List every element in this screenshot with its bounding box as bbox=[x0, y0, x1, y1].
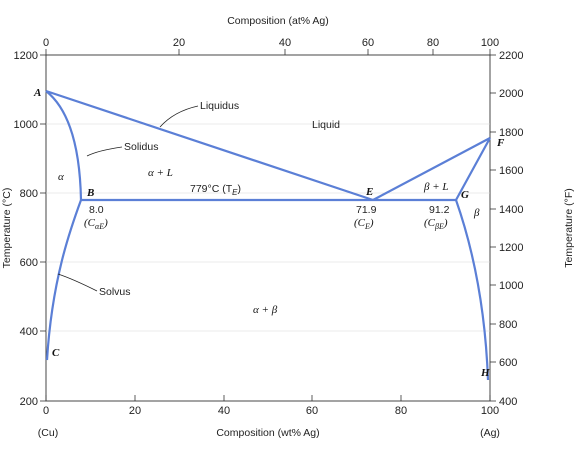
left-tick-200: 200 bbox=[20, 396, 38, 408]
beta-region-label: β bbox=[473, 207, 480, 219]
left-axis: 200 400 600 800 1000 1200 Temperature (°… bbox=[1, 50, 46, 408]
right-axis-title: Temperature (°F) bbox=[563, 188, 575, 267]
bottom-axis-title: Composition (wt% Ag) bbox=[216, 427, 319, 439]
top-tick-100: 100 bbox=[481, 37, 499, 49]
cu-label: (Cu) bbox=[38, 427, 58, 439]
solidus-line-cu-side bbox=[45, 90, 83, 201]
left-axis-title: Temperature (°C) bbox=[1, 188, 13, 269]
liquid-region-label: Liquid bbox=[312, 119, 340, 131]
liquidus-label: Liquidus bbox=[200, 100, 239, 112]
top-tick-60: 60 bbox=[362, 37, 374, 49]
gridlines bbox=[46, 123, 490, 332]
liquidus-line-cu-side bbox=[45, 89, 374, 202]
top-tick-80: 80 bbox=[427, 37, 439, 49]
bottom-tick-60: 60 bbox=[306, 405, 318, 417]
solidus-label: Solidus bbox=[124, 141, 158, 153]
phase-boundaries bbox=[45, 89, 491, 381]
right-tick-1600: 1600 bbox=[499, 165, 523, 177]
eutectic-temperature-label: 779°C (TE) bbox=[190, 183, 241, 197]
top-tick-40: 40 bbox=[279, 37, 291, 49]
alpha-beta-region-label: α + β bbox=[253, 304, 278, 316]
left-tick-600: 600 bbox=[20, 257, 38, 269]
right-tick-1800: 1800 bbox=[499, 127, 523, 139]
left-tick-800: 800 bbox=[20, 188, 38, 200]
bottom-axis: 0 20 40 60 80 100 (Cu) Composition (wt% … bbox=[38, 395, 500, 439]
top-axis-title: Composition (at% Ag) bbox=[227, 15, 329, 27]
bottom-tick-20: 20 bbox=[129, 405, 141, 417]
top-tick-20: 20 bbox=[173, 37, 185, 49]
right-tick-1000: 1000 bbox=[499, 280, 523, 292]
right-tick-2200: 2200 bbox=[499, 50, 523, 62]
point-b-label: B bbox=[86, 187, 94, 199]
solvus-label: Solvus bbox=[99, 286, 131, 298]
c-e-label: (CE) bbox=[354, 217, 374, 231]
ag-label: (Ag) bbox=[480, 427, 500, 439]
right-axis: 400 600 800 1000 1200 1400 1600 1800 200… bbox=[490, 50, 575, 408]
bottom-tick-80: 80 bbox=[395, 405, 407, 417]
bottom-tick-100: 100 bbox=[481, 405, 499, 417]
bottom-tick-40: 40 bbox=[218, 405, 230, 417]
right-tick-1400: 1400 bbox=[499, 204, 523, 216]
top-tick-0: 0 bbox=[43, 37, 49, 49]
c-alpha-e-value: 8.0 bbox=[89, 204, 104, 216]
left-tick-1200: 1200 bbox=[14, 50, 38, 62]
solvus-leader bbox=[57, 273, 98, 292]
solvus-line-cu-side bbox=[45, 199, 83, 361]
bottom-tick-0: 0 bbox=[43, 405, 49, 417]
point-a-label: A bbox=[33, 87, 41, 99]
right-tick-2000: 2000 bbox=[499, 88, 523, 100]
point-h-label: H bbox=[480, 367, 490, 379]
solidus-leader bbox=[86, 146, 123, 157]
left-tick-1000: 1000 bbox=[14, 119, 38, 131]
leader-lines bbox=[57, 105, 199, 292]
top-axis: 0 20 40 60 80 100 bbox=[43, 37, 499, 55]
point-g-label: G bbox=[461, 189, 469, 201]
c-e-value: 71.9 bbox=[356, 204, 377, 216]
left-tick-400: 400 bbox=[20, 326, 38, 338]
liquidus-line-ag-side bbox=[372, 137, 491, 201]
c-beta-e-value: 91.2 bbox=[429, 204, 450, 216]
solvus-line-ag-side bbox=[454, 199, 490, 381]
c-alpha-e-label: (CαE) bbox=[84, 217, 108, 231]
c-beta-e-label: (CβE) bbox=[424, 217, 448, 231]
alpha-region-label: α bbox=[58, 171, 64, 183]
right-tick-600: 600 bbox=[499, 357, 517, 369]
point-f-label: F bbox=[496, 137, 505, 149]
right-tick-800: 800 bbox=[499, 319, 517, 331]
beta-liquid-region-label: β + L bbox=[423, 181, 449, 193]
liquidus-leader bbox=[159, 105, 199, 128]
solidus-line-ag-side bbox=[455, 137, 491, 201]
point-e-label: E bbox=[365, 186, 373, 198]
plot-frame bbox=[45, 54, 491, 402]
right-tick-400: 400 bbox=[499, 396, 517, 408]
alpha-liquid-region-label: α + L bbox=[148, 167, 173, 179]
right-tick-1200: 1200 bbox=[499, 242, 523, 254]
point-c-label: C bbox=[52, 347, 60, 359]
